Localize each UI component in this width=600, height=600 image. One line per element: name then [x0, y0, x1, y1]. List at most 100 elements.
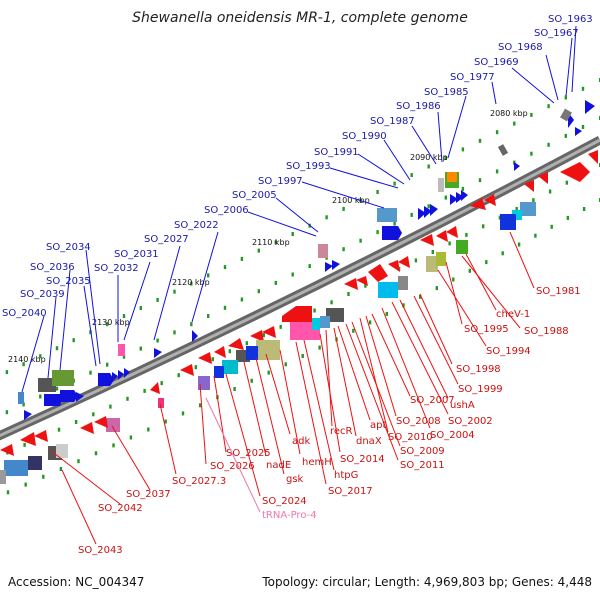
gene-label: SO_1963 — [548, 14, 593, 25]
gene-label: SO_1967 — [534, 28, 579, 39]
tick-dot — [257, 289, 260, 294]
tick-dot — [160, 381, 163, 386]
gene-label: SO_1998 — [456, 364, 501, 375]
tick-dot — [325, 215, 328, 220]
tick-dot — [173, 330, 176, 335]
tick-dot — [223, 305, 227, 310]
tick-dot — [6, 490, 10, 495]
tick-dot — [435, 286, 438, 291]
tick-dot — [414, 258, 418, 263]
tick-dot — [122, 314, 126, 319]
tick-dot — [223, 265, 227, 270]
tick-dot — [55, 386, 59, 391]
tick-dot — [109, 404, 112, 409]
tick-dot — [581, 125, 585, 129]
tick-dot — [207, 314, 210, 318]
tick-dot — [427, 164, 430, 169]
tick-dot — [566, 215, 570, 220]
gene-label: SO_2009 — [400, 446, 445, 457]
tick-dot — [274, 280, 277, 285]
tick-dot — [57, 427, 61, 432]
tick-dot — [77, 459, 80, 464]
tick-dot — [139, 346, 142, 351]
tick-dot — [143, 388, 146, 393]
top-gene-labels: SO_1963 SO_1967 SO_1968 SO_1969 SO_1977 … — [2, 14, 593, 393]
tick-dot — [147, 427, 150, 432]
tick-dot — [452, 277, 455, 282]
tick-dot — [376, 230, 379, 235]
tick-dot — [444, 195, 447, 200]
gene-label: SO_2037 — [126, 489, 171, 500]
gene-label: nadE — [266, 460, 291, 471]
tick-dot — [352, 328, 355, 333]
tick-dot — [39, 394, 42, 399]
tick-label: 2120 kbp — [172, 278, 210, 287]
tick-dot — [444, 156, 447, 160]
gene-label: SO_1986 — [396, 101, 441, 112]
tick-dot — [181, 411, 185, 416]
gene-label: cheV-1 — [496, 309, 530, 320]
tick-dot — [274, 240, 277, 245]
gene-label: SO_2024 — [262, 496, 307, 507]
tick-dot — [393, 221, 396, 226]
gene-label: SO_2040 — [2, 308, 47, 319]
gene-label: SO_2027.3 — [172, 476, 226, 487]
tick-dot — [342, 247, 345, 252]
tick-dot — [94, 451, 98, 456]
gene-label: SO_2025 — [226, 448, 271, 459]
gene-label: SO_1993 — [286, 161, 331, 172]
gene-label: SO_1990 — [342, 131, 387, 142]
tick-dot — [267, 370, 270, 375]
gene-label: SO_2014 — [340, 454, 385, 465]
gene-label: SO_2032 — [94, 263, 139, 274]
tick-dot — [478, 178, 482, 183]
tick-dot — [565, 180, 568, 185]
tick-dot — [530, 151, 533, 156]
tick-dot — [55, 346, 59, 351]
gene-label: recR — [330, 426, 353, 437]
tick-dot — [468, 268, 471, 273]
tick-dot — [139, 306, 142, 310]
gene-label: SO_2027 — [144, 234, 189, 245]
gene-label: SO_1991 — [314, 147, 359, 158]
tick-dot — [330, 300, 333, 305]
gene-label: tRNA-Pro-4 — [262, 510, 317, 521]
gene-label: ushA — [450, 400, 475, 411]
tick-dot — [301, 354, 304, 358]
tick-dot — [495, 169, 499, 174]
tick-dot — [478, 138, 482, 143]
tick-dot — [245, 341, 248, 346]
tick-dot — [582, 207, 586, 211]
tick-dot — [564, 95, 567, 100]
tick-dot — [313, 308, 316, 313]
gene-label: SO_1985 — [424, 87, 469, 98]
gene-label: SO_2035 — [46, 276, 91, 287]
tick-dot — [515, 207, 518, 211]
gene-label: SO_2007 — [410, 395, 455, 406]
gene-label: SO_1988 — [524, 326, 569, 337]
gene-label: SO_1999 — [458, 384, 503, 395]
tick-dot — [211, 357, 214, 362]
tick-dot — [517, 242, 521, 247]
tick-dot — [347, 292, 350, 296]
tick-label: 2110 kbp — [252, 238, 290, 247]
gene-label: SO_2005 — [232, 190, 277, 201]
tick-dot — [550, 224, 553, 229]
tick-dot — [364, 283, 367, 288]
gene-label: SO_2004 — [430, 430, 475, 441]
tick-dot — [279, 324, 282, 329]
reverse-strand-genes — [0, 150, 598, 484]
tick-label: 2090 kbp — [410, 153, 448, 162]
tick-dot — [257, 248, 260, 253]
gene-label: SO_1995 — [464, 324, 509, 335]
gene-label: adk — [292, 436, 310, 447]
tick-dot — [240, 297, 244, 302]
map-title: Shewanella oneidensis MR-1, complete gen… — [132, 10, 468, 26]
tick-dot — [126, 396, 129, 401]
gene-label: SO_2022 — [174, 220, 219, 231]
tick-dot — [534, 233, 537, 238]
tick-dot — [5, 370, 9, 375]
gene-label: SO_2042 — [98, 503, 143, 514]
gene-label: SO_1981 — [536, 286, 581, 297]
